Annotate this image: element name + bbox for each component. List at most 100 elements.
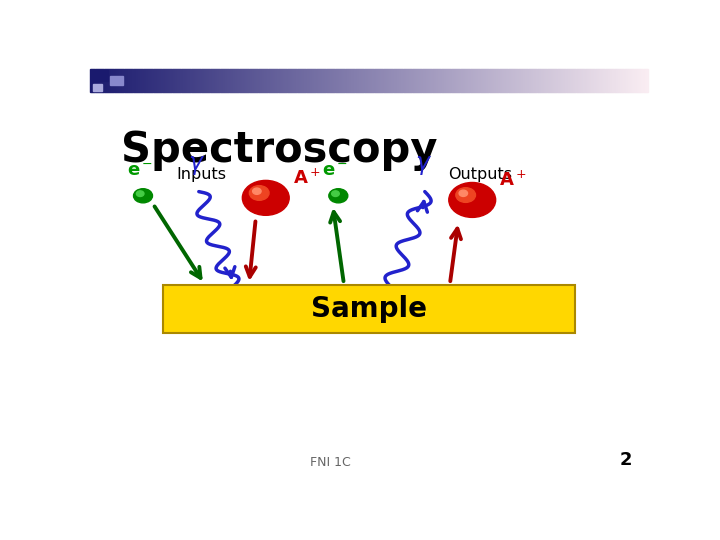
Bar — [455, 69, 456, 92]
Bar — [109, 69, 110, 92]
Bar — [106, 69, 107, 92]
Bar — [250, 69, 251, 92]
Bar — [571, 69, 572, 92]
Bar — [251, 69, 252, 92]
Bar — [93, 70, 109, 82]
Bar — [585, 69, 587, 92]
Bar — [620, 69, 621, 92]
Bar — [179, 69, 181, 92]
Bar — [522, 69, 523, 92]
Bar — [168, 69, 169, 92]
Bar — [301, 69, 302, 92]
Bar — [151, 69, 153, 92]
Circle shape — [243, 180, 289, 215]
Bar — [543, 69, 544, 92]
Bar — [297, 69, 299, 92]
Bar — [405, 69, 406, 92]
Circle shape — [136, 191, 144, 197]
Bar — [185, 69, 186, 92]
Bar — [561, 69, 562, 92]
Bar — [390, 69, 392, 92]
Bar — [588, 69, 589, 92]
Bar — [546, 69, 547, 92]
Bar — [629, 69, 630, 92]
Bar — [199, 69, 200, 92]
Bar — [535, 69, 536, 92]
Bar — [133, 69, 135, 92]
Bar — [339, 69, 340, 92]
Bar — [544, 69, 545, 92]
Bar — [98, 69, 99, 92]
Bar — [618, 69, 619, 92]
Bar — [631, 69, 632, 92]
Bar — [348, 69, 349, 92]
Bar — [468, 69, 469, 92]
Bar — [181, 69, 183, 92]
Bar — [438, 69, 439, 92]
Bar — [163, 285, 575, 333]
Bar — [328, 69, 329, 92]
Bar — [281, 69, 282, 92]
Bar — [174, 69, 175, 92]
Bar — [466, 69, 467, 92]
Bar — [454, 69, 455, 92]
Bar — [350, 69, 351, 92]
Bar — [386, 69, 387, 92]
Bar — [457, 69, 459, 92]
Bar — [619, 69, 620, 92]
Bar — [534, 69, 535, 92]
Bar — [275, 69, 276, 92]
Bar — [379, 69, 380, 92]
Bar — [246, 69, 248, 92]
Bar — [127, 69, 128, 92]
Bar — [93, 84, 102, 91]
Bar — [318, 69, 319, 92]
Bar — [408, 69, 409, 92]
Bar — [451, 69, 453, 92]
Bar — [500, 69, 502, 92]
Text: $\gamma$: $\gamma$ — [415, 153, 431, 177]
Bar — [560, 69, 561, 92]
Bar — [437, 69, 438, 92]
Text: e$^-$: e$^-$ — [323, 162, 348, 180]
Bar — [634, 69, 636, 92]
Bar — [303, 69, 305, 92]
Bar — [550, 69, 551, 92]
Bar — [341, 69, 342, 92]
Bar — [392, 69, 394, 92]
Bar — [202, 69, 203, 92]
Bar — [138, 69, 139, 92]
Bar — [494, 69, 495, 92]
Bar — [100, 69, 101, 92]
Bar — [261, 69, 262, 92]
Bar — [530, 69, 531, 92]
Bar — [187, 69, 188, 92]
Bar — [254, 69, 255, 92]
Bar — [626, 69, 627, 92]
Bar — [200, 69, 202, 92]
Bar — [521, 69, 522, 92]
Bar — [320, 69, 321, 92]
Bar — [549, 69, 550, 92]
Circle shape — [329, 188, 348, 203]
Bar — [420, 69, 421, 92]
Bar — [376, 69, 377, 92]
Bar — [266, 69, 267, 92]
Bar — [245, 69, 246, 92]
Bar — [416, 69, 417, 92]
Bar — [587, 69, 588, 92]
Bar — [370, 69, 372, 92]
Bar — [287, 69, 289, 92]
Bar — [184, 69, 185, 92]
Bar — [478, 69, 480, 92]
Bar — [217, 69, 218, 92]
Circle shape — [459, 190, 467, 197]
Circle shape — [133, 188, 153, 203]
Bar — [323, 69, 324, 92]
Bar — [122, 69, 124, 92]
Bar — [436, 69, 437, 92]
Bar — [277, 69, 279, 92]
Bar — [198, 69, 199, 92]
Bar — [611, 69, 612, 92]
Bar — [463, 69, 464, 92]
